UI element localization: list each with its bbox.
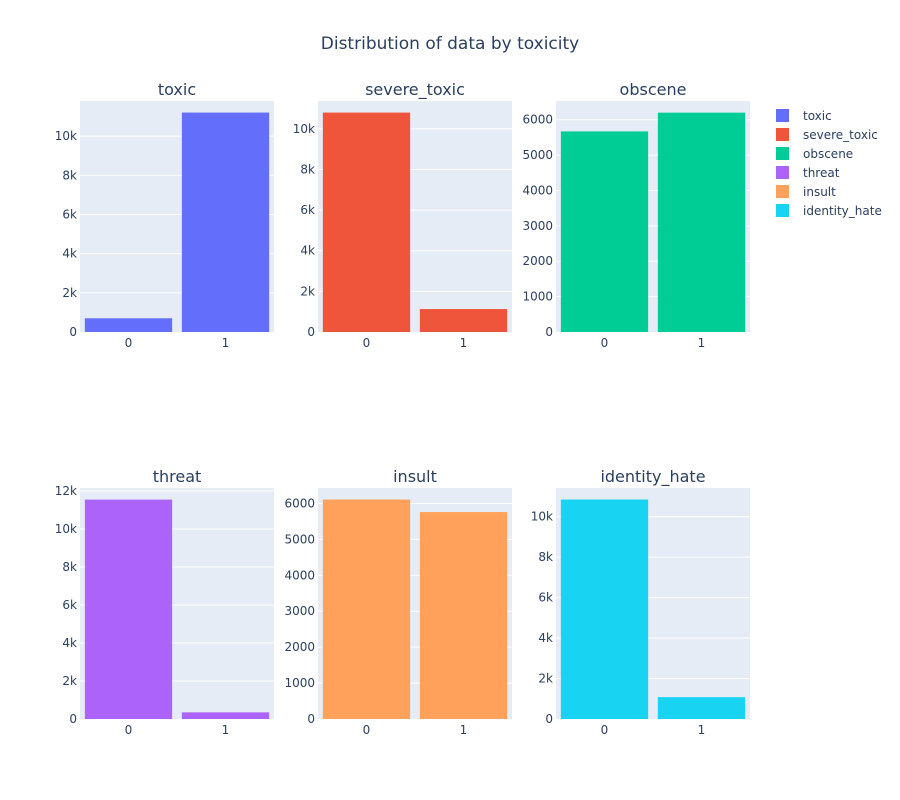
x-tick-label: 0 (363, 336, 371, 350)
legend-swatch (776, 128, 789, 141)
x-tick-label: 0 (125, 336, 133, 350)
x-tick-label: 0 (601, 723, 609, 737)
y-tick-label: 10k (293, 122, 315, 136)
bar-identity_hate-0 (560, 499, 649, 719)
y-tick-label: 8k (62, 168, 77, 182)
x-tick-label: 0 (363, 723, 371, 737)
y-tick-label: 10k (531, 510, 553, 524)
x-tick-label: 1 (222, 723, 230, 737)
bar-threat-1 (181, 712, 270, 719)
bar-severe_toxic-1 (419, 309, 508, 332)
y-tick-label: 5000 (522, 148, 553, 162)
x-tick-label: 0 (125, 723, 133, 737)
bar-identity_hate-1 (657, 697, 746, 719)
bar-severe_toxic-0 (322, 112, 411, 332)
legend-swatch (776, 109, 789, 122)
bar-insult-0 (322, 499, 411, 719)
subplot-title: identity_hate (600, 467, 705, 487)
y-tick-label: 8k (538, 550, 553, 564)
y-tick-label: 6000 (522, 113, 553, 127)
legend-item-threat[interactable]: threat (776, 163, 882, 182)
legend-label: insult (803, 184, 836, 199)
legend-swatch (776, 185, 789, 198)
bar-threat-0 (84, 499, 173, 719)
legend-label: identity_hate (803, 203, 882, 218)
y-tick-label: 10k (55, 522, 77, 536)
y-tick-label: 0 (69, 325, 77, 339)
subplot-threat: 0 2k 4k 6k 8k 10k 12k 0 1 threat (55, 467, 274, 737)
y-tick-label: 0 (545, 325, 553, 339)
y-tick-label: 4k (62, 636, 77, 650)
legend-label: threat (803, 165, 840, 180)
x-tick-label: 1 (698, 336, 706, 350)
y-tick-label: 8k (62, 560, 77, 574)
x-tick-label: 1 (222, 336, 230, 350)
subplot-title: threat (153, 467, 202, 486)
y-tick-label: 6k (300, 203, 315, 217)
y-tick-label: 4000 (284, 568, 315, 582)
subplot-toxic: 0 2k 4k 6k 8k 10k 0 1 toxic (55, 80, 274, 350)
y-tick-label: 3000 (522, 219, 553, 233)
legend-item-severe_toxic[interactable]: severe_toxic (776, 125, 882, 144)
y-tick-label: 2k (62, 286, 77, 300)
y-tick-label: 2k (62, 674, 77, 688)
y-tick-label: 1000 (522, 290, 553, 304)
chart-title: Distribution of data by toxicity (320, 34, 580, 54)
subplot-title: insult (393, 467, 437, 486)
y-tick-label: 4000 (522, 183, 553, 197)
subplot-identity_hate: 0 2k 4k 6k 8k 10k 0 1 identity_hate (531, 467, 750, 737)
y-tick-label: 0 (545, 712, 553, 726)
legend-swatch (776, 166, 789, 179)
bar-toxic-0 (84, 318, 173, 332)
y-tick-label: 2000 (284, 640, 315, 654)
bar-obscene-0 (560, 131, 649, 332)
y-tick-label: 0 (307, 712, 315, 726)
bar-obscene-1 (657, 112, 746, 332)
legend-swatch (776, 204, 789, 217)
y-tick-label: 3000 (284, 604, 315, 618)
y-tick-label: 5000 (284, 532, 315, 546)
x-tick-label: 1 (698, 723, 706, 737)
y-tick-label: 0 (307, 325, 315, 339)
subplot-title: toxic (158, 80, 196, 99)
y-tick-label: 2000 (522, 254, 553, 268)
y-tick-label: 1000 (284, 676, 315, 690)
y-tick-label: 6k (538, 591, 553, 605)
bar-toxic-1 (181, 112, 270, 332)
subplot-insult: 0 1000 2000 3000 4000 5000 6000 0 1 insult (284, 467, 512, 737)
y-tick-label: 2k (538, 672, 553, 686)
subplot-obscene: 0 1000 2000 3000 4000 5000 6000 0 1 obscene (522, 80, 750, 350)
y-tick-label: 6k (62, 598, 77, 612)
legend-swatch (776, 147, 789, 160)
y-tick-label: 4k (538, 631, 553, 645)
y-tick-label: 6000 (284, 496, 315, 510)
bar-insult-1 (419, 512, 508, 719)
y-tick-label: 4k (62, 247, 77, 261)
x-tick-label: 0 (601, 336, 609, 350)
y-tick-label: 0 (69, 712, 77, 726)
subplot-title: obscene (620, 80, 687, 99)
legend-item-obscene[interactable]: obscene (776, 144, 882, 163)
y-tick-label: 4k (300, 244, 315, 258)
legend-label: toxic (803, 108, 832, 123)
x-tick-label: 1 (460, 336, 468, 350)
subplot-title: severe_toxic (365, 80, 465, 100)
legend-item-identity_hate[interactable]: identity_hate (776, 201, 882, 220)
legend-label: obscene (803, 146, 854, 161)
legend-label: severe_toxic (803, 127, 878, 142)
x-tick-label: 1 (460, 723, 468, 737)
y-tick-label: 2k (300, 284, 315, 298)
y-tick-label: 6k (62, 207, 77, 221)
legend-item-toxic[interactable]: toxic (776, 106, 882, 125)
subplot-severe_toxic: 0 2k 4k 6k 8k 10k 0 1 severe_toxic (293, 80, 512, 350)
y-tick-label: 10k (55, 129, 77, 143)
y-tick-label: 12k (55, 484, 77, 498)
y-tick-label: 8k (300, 162, 315, 176)
legend-item-insult[interactable]: insult (776, 182, 882, 201)
